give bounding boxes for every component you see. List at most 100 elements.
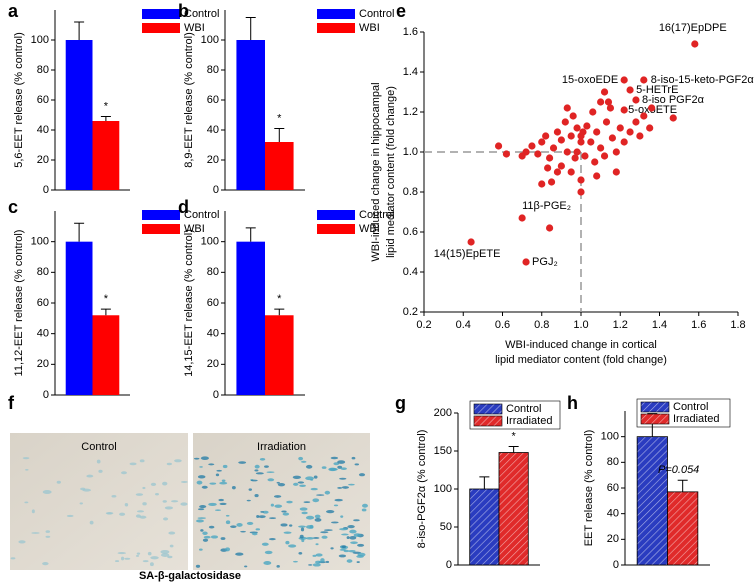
cell	[312, 498, 320, 503]
cell	[301, 511, 308, 515]
point	[583, 122, 591, 130]
cell	[215, 473, 220, 477]
legend-box	[469, 400, 561, 430]
panel-label: e	[396, 1, 406, 21]
cell	[330, 456, 339, 460]
legend-label: Control	[359, 209, 394, 221]
cell	[129, 462, 137, 466]
point	[528, 142, 536, 150]
cell	[282, 512, 290, 516]
panel-label: a	[8, 1, 19, 21]
cell	[225, 514, 230, 517]
legend-swatch	[640, 401, 670, 413]
cell	[208, 502, 217, 507]
cell	[117, 552, 127, 555]
cell	[150, 482, 157, 487]
cell	[305, 464, 313, 469]
cell	[321, 466, 327, 469]
cell	[111, 494, 117, 498]
cell	[348, 549, 356, 553]
point	[553, 128, 562, 136]
point	[604, 98, 613, 106]
cell	[262, 510, 269, 514]
legend-swatch	[317, 210, 355, 220]
y-tick-label: 0	[43, 184, 49, 196]
cell	[136, 552, 141, 555]
panel-label: b	[178, 1, 189, 21]
cell	[210, 535, 219, 539]
y-tick-label: 80	[607, 456, 619, 468]
point	[669, 114, 677, 122]
cell	[119, 512, 126, 516]
bar	[265, 315, 294, 395]
cell	[329, 468, 338, 471]
cell	[136, 510, 145, 513]
x-tick-label: 1.4	[652, 319, 667, 331]
x-tick-label: 1.6	[691, 319, 706, 331]
cell	[160, 549, 170, 554]
cell	[24, 501, 29, 504]
point-label: 5-HETrE	[636, 84, 678, 96]
cell	[135, 493, 144, 496]
y-tick-label: 1.2	[403, 106, 418, 118]
cell	[56, 480, 61, 484]
cell	[142, 486, 146, 490]
legend-swatch	[317, 23, 355, 33]
legend-label: WBI	[359, 22, 380, 34]
cell	[201, 485, 208, 489]
error-bar	[677, 479, 688, 492]
cell	[142, 502, 147, 506]
cell	[200, 456, 209, 461]
y-tick-label: 20	[37, 154, 49, 166]
cell	[135, 554, 140, 557]
cell	[197, 475, 206, 479]
cell	[312, 537, 320, 539]
x-tick-label: 1.2	[613, 319, 628, 331]
point	[546, 154, 554, 162]
cell	[361, 508, 367, 512]
cell	[299, 507, 308, 511]
x-tick-label: 0.8	[534, 319, 549, 331]
cell	[180, 502, 188, 506]
y-tick-label: 100	[434, 483, 452, 495]
point	[593, 128, 601, 136]
y-tick-label: 40	[207, 124, 219, 136]
cell	[25, 468, 29, 471]
error-bar	[508, 445, 519, 453]
y-axis-label: lipid mediator content (fold change)	[385, 86, 397, 258]
y-tick-label: 0	[213, 389, 219, 401]
cell	[259, 458, 266, 461]
cell	[139, 515, 147, 519]
cell	[347, 525, 355, 529]
y-tick-label: 0	[613, 559, 619, 571]
y-tick-label: 100	[201, 236, 219, 248]
cell	[299, 534, 304, 539]
point	[522, 258, 530, 266]
error-bar	[74, 21, 85, 40]
point	[620, 138, 628, 146]
y-tick-label: 0	[43, 389, 49, 401]
cell	[202, 538, 209, 542]
cell	[276, 481, 280, 484]
legend-swatch	[142, 210, 180, 220]
point	[549, 144, 558, 152]
bar	[469, 488, 500, 566]
point	[563, 148, 571, 156]
legend-swatch	[142, 9, 180, 19]
cell	[325, 560, 330, 563]
legend-swatch	[640, 413, 670, 425]
cell	[273, 495, 282, 498]
cell	[305, 537, 314, 540]
legend-label: Control	[184, 8, 219, 20]
point	[612, 168, 620, 176]
y-tick-label: 60	[37, 297, 49, 309]
point	[567, 132, 575, 140]
cell	[139, 459, 145, 463]
point	[581, 152, 589, 160]
legend-swatch	[142, 224, 180, 234]
cell	[339, 527, 348, 531]
cell	[252, 532, 258, 536]
y-tick-label: 100	[31, 236, 49, 248]
legend-swatch	[473, 415, 503, 427]
